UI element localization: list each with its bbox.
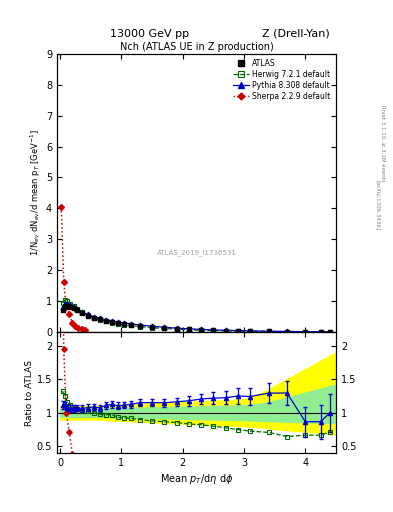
- Title: Nch (ATLAS UE in Z production): Nch (ATLAS UE in Z production): [119, 41, 274, 52]
- Text: Rivet 3.1.10, ≥ 3.1M events: Rivet 3.1.10, ≥ 3.1M events: [381, 105, 386, 182]
- Text: Z (Drell-Yan): Z (Drell-Yan): [263, 29, 330, 39]
- Legend: ATLAS, Herwig 7.2.1 default, Pythia 8.308 default, Sherpa 2.2.9 default: ATLAS, Herwig 7.2.1 default, Pythia 8.30…: [231, 57, 332, 102]
- X-axis label: Mean $p_{T}$/d$\eta$ d$\phi$: Mean $p_{T}$/d$\eta$ d$\phi$: [160, 472, 233, 486]
- Text: [arXiv:1306.3436]: [arXiv:1306.3436]: [375, 180, 380, 230]
- Text: ATLAS_2019_I1736531: ATLAS_2019_I1736531: [156, 249, 237, 256]
- Y-axis label: 1/N$_{ev}$ dN$_{ev}$/d mean p$_{T}$ [GeV$^{-1}$]: 1/N$_{ev}$ dN$_{ev}$/d mean p$_{T}$ [GeV…: [29, 130, 43, 257]
- Y-axis label: Ratio to ATLAS: Ratio to ATLAS: [25, 359, 34, 425]
- Text: 13000 GeV pp: 13000 GeV pp: [110, 29, 189, 39]
